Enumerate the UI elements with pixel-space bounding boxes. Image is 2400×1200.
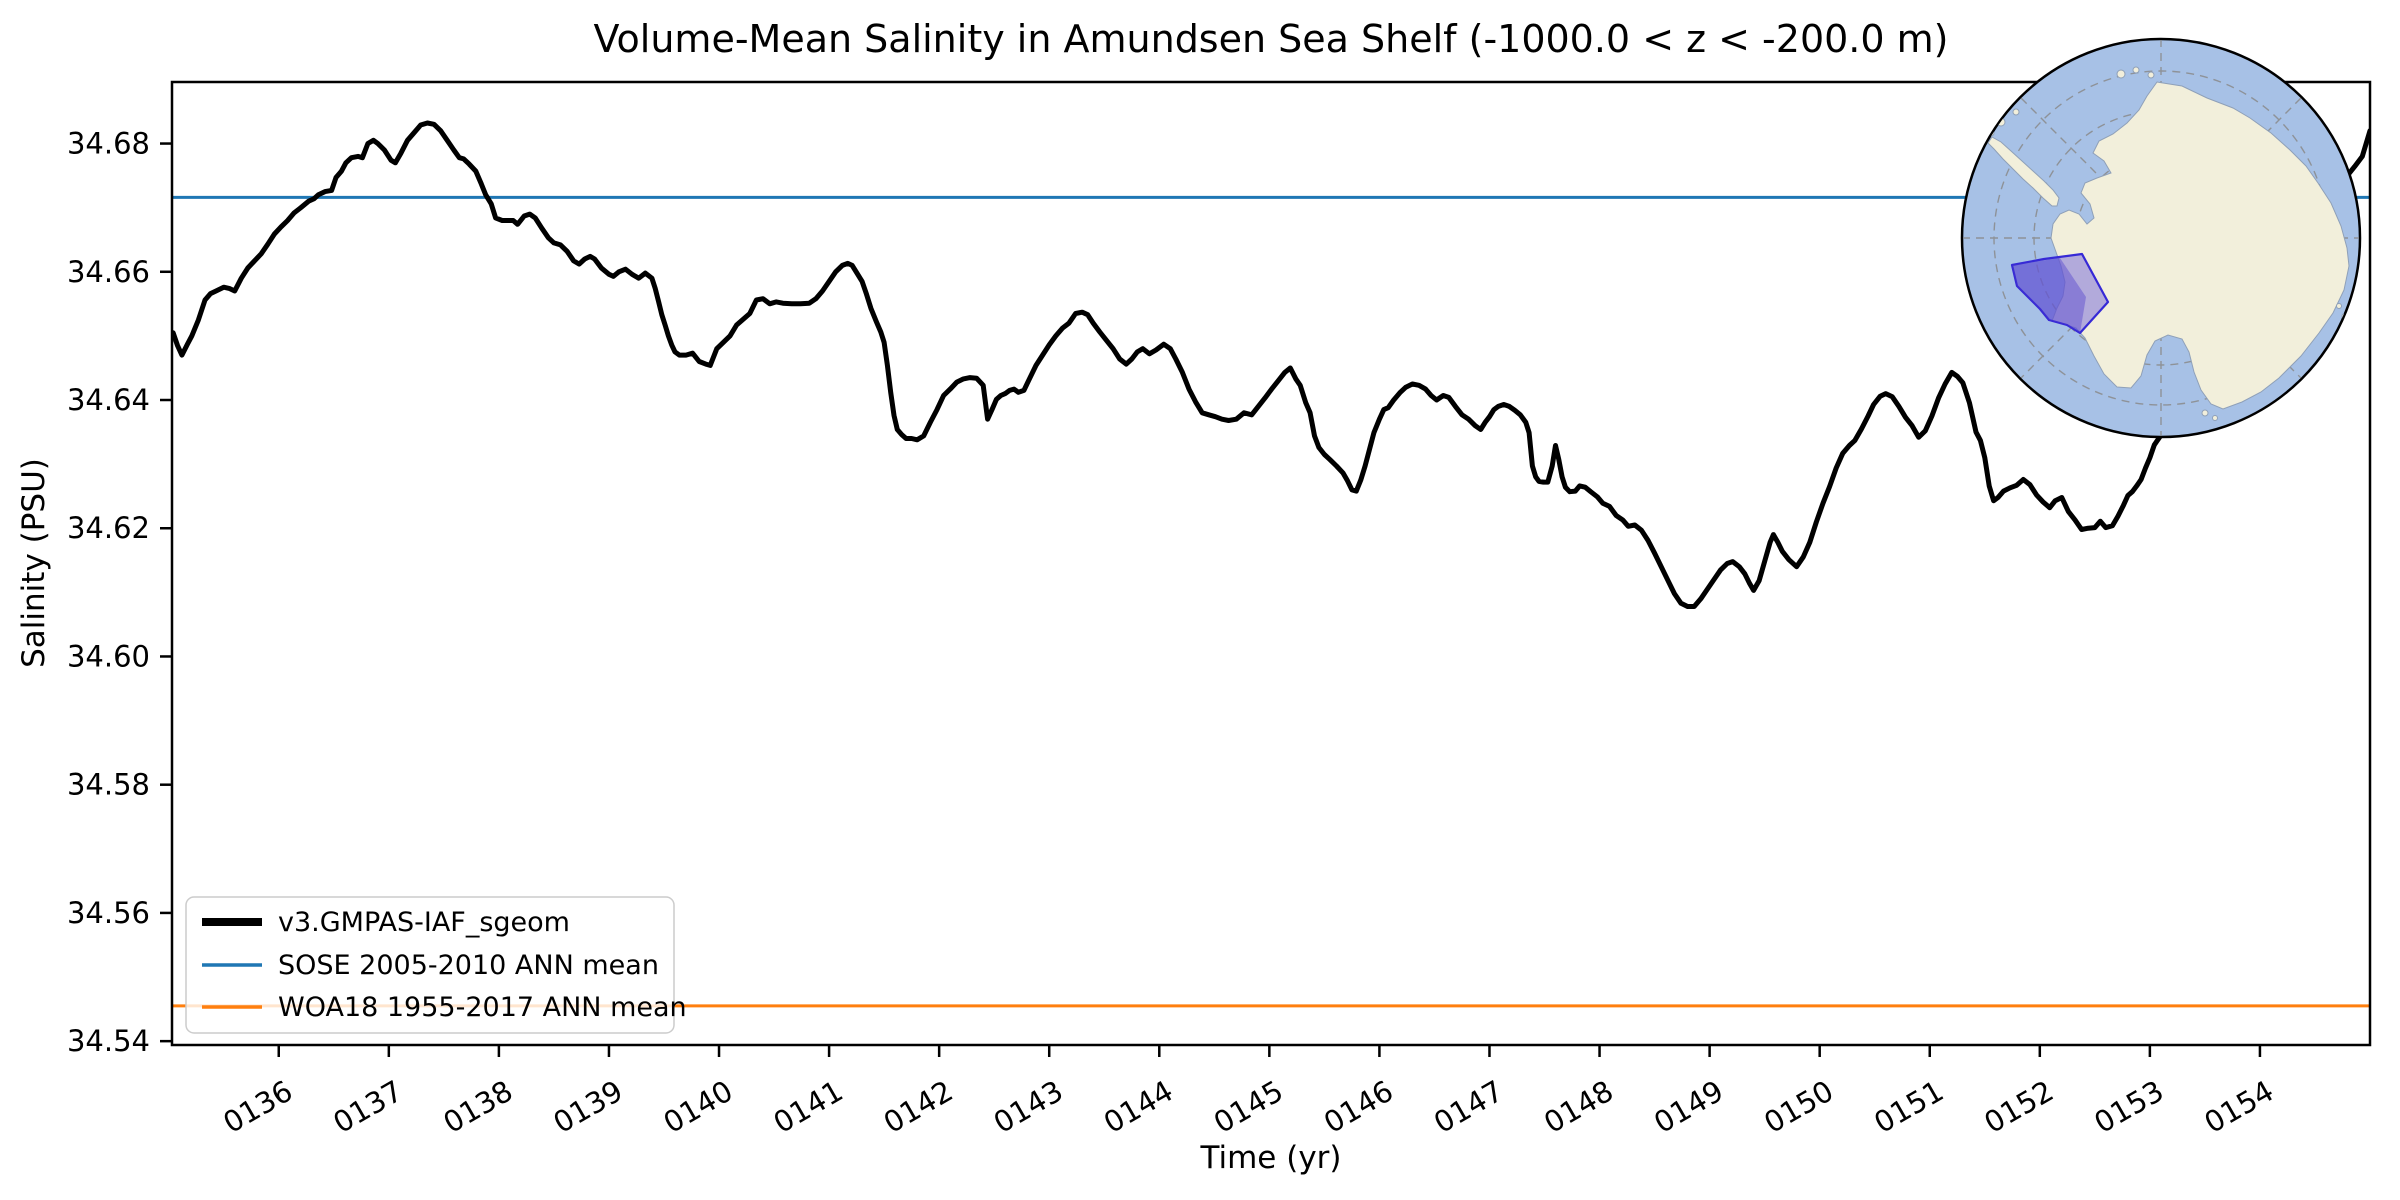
x-tick-label: 0138	[437, 1074, 518, 1140]
x-axis-label: Time (yr)	[1200, 1140, 1342, 1176]
x-tick-label: 0150	[1758, 1074, 1839, 1140]
x-tick-label: 0148	[1538, 1074, 1619, 1140]
x-tick-label: 0141	[768, 1074, 849, 1140]
amundsen-region-highlight	[2010, 252, 2110, 335]
y-tick-label: 34.68	[67, 127, 150, 161]
x-tick-label: 0153	[2088, 1074, 2169, 1140]
y-tick-label: 34.56	[67, 896, 150, 930]
legend-label-model: v3.GMPAS-IAF_sgeom	[278, 907, 570, 938]
y-axis-ticks: 34.54 34.56 34.58 34.60 34.62 34.64 34.66 34.68	[67, 127, 172, 1058]
y-tick-label: 34.66	[67, 255, 150, 289]
salinity-series-line	[172, 120, 2370, 609]
legend: v3.GMPAS-IAF_sgeom SOSE 2005-2010 ANN me…	[185, 896, 687, 1034]
y-tick-label: 34.64	[67, 383, 150, 417]
legend-box	[185, 896, 675, 1034]
x-axis-ticks: 0136 0137 0138 0139 0140 0141 0142 0143 0144 0145…	[217, 1045, 2279, 1140]
x-tick-label: 0154	[2199, 1074, 2280, 1140]
y-axis-label: Salinity (PSU)	[16, 458, 52, 668]
x-tick-label: 0144	[1098, 1074, 1179, 1140]
x-tick-label: 0136	[217, 1074, 298, 1140]
x-tick-label: 0143	[988, 1074, 1069, 1140]
chart-title: Volume-Mean Salinity in Amundsen Sea She…	[594, 17, 1949, 61]
x-tick-label: 0139	[548, 1074, 629, 1140]
x-tick-label: 0140	[658, 1074, 739, 1140]
antarctica-landmass	[1987, 66, 2350, 421]
x-tick-label: 0151	[1868, 1074, 1949, 1140]
x-tick-label: 0152	[1978, 1074, 2059, 1140]
y-tick-label: 34.54	[67, 1024, 150, 1058]
x-tick-label: 0145	[1208, 1074, 1289, 1140]
x-tick-label: 0149	[1648, 1074, 1729, 1140]
antarctica-inset-map	[1960, 37, 2362, 439]
y-tick-label: 34.62	[67, 511, 150, 545]
x-tick-label: 0147	[1428, 1074, 1509, 1140]
y-tick-label: 34.60	[67, 639, 150, 673]
y-tick-label: 34.58	[67, 768, 150, 802]
x-tick-label: 0146	[1318, 1074, 1399, 1140]
x-tick-label: 0142	[878, 1074, 959, 1140]
legend-label-woa18: WOA18 1955-2017 ANN mean	[278, 992, 687, 1023]
legend-label-sose: SOSE 2005-2010 ANN mean	[278, 950, 659, 981]
x-tick-label: 0137	[327, 1074, 408, 1140]
plot-border	[170, 80, 2372, 1047]
